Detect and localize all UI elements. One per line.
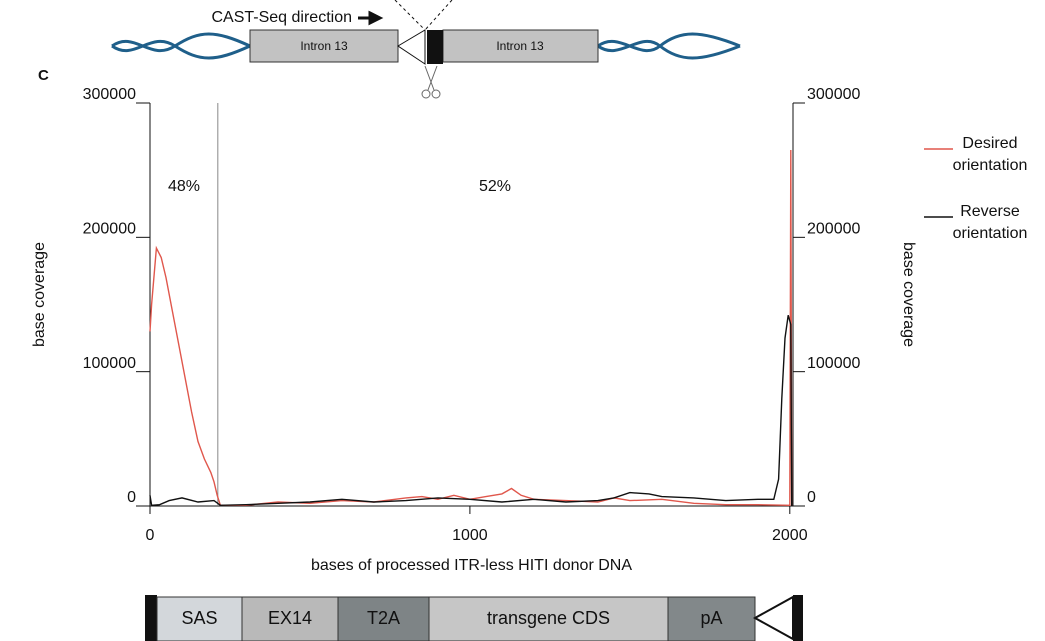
x-tick-label: 2000 (772, 527, 808, 544)
y-tick-label: 200000 (83, 221, 136, 238)
box-label: Intron 13 (496, 39, 544, 53)
legend-label: Desired orientation (952, 135, 1028, 174)
panel-label: C (38, 67, 49, 84)
y-tick-label: 0 (127, 489, 136, 506)
construct-segment (667, 596, 756, 641)
itr-triangle (752, 595, 794, 641)
intron-box (442, 29, 599, 63)
itr-triangle (397, 29, 426, 65)
bar-end (793, 595, 803, 641)
segment-label: EX14 (268, 608, 312, 628)
construct-bar: SAS EX14 T2A transgene CDS pA (156, 596, 756, 641)
x-tick-label: 1000 (452, 527, 488, 544)
x-tick-label: 0 (146, 527, 155, 544)
segment-label: pA (700, 608, 722, 628)
segment-label: SAS (181, 608, 217, 628)
segment-label: transgene CDS (487, 608, 610, 628)
legend-entry: Desired orientation (935, 133, 1045, 177)
x-axis-label: bases of processed ITR-less HITI donor D… (311, 557, 632, 574)
legend-entry: Reverse orientation (935, 201, 1045, 245)
y2-tick-label: 0 (807, 489, 816, 506)
y2-tick-label: 100000 (807, 355, 860, 372)
box-label: Intron 13 (300, 39, 348, 53)
intron-box (249, 29, 399, 63)
line-series (149, 315, 793, 507)
annotation: 48% (168, 178, 200, 195)
y2-axis-label: base coverage (900, 242, 917, 347)
direction-arrow (358, 10, 384, 26)
exon-block (427, 30, 443, 64)
construct-segment (156, 596, 243, 641)
dna-helix (111, 32, 251, 60)
y2-tick-label: 200000 (807, 221, 860, 238)
bar-end (145, 595, 157, 641)
construct-segment (428, 596, 669, 641)
construct-segment (241, 596, 339, 641)
y-axis-label: base coverage (31, 242, 48, 347)
scissors (421, 65, 441, 99)
y-tick-label: 100000 (83, 355, 136, 372)
legend-label: Reverse orientation (952, 203, 1028, 242)
dashed-lines (394, 0, 453, 31)
y2-tick-label: 300000 (807, 86, 860, 103)
direction-label: CAST-Seq direction (211, 9, 352, 26)
annotation: 52% (479, 178, 511, 195)
dna-helix (597, 32, 741, 60)
segment-label: T2A (367, 608, 400, 628)
y-tick-label: 300000 (83, 86, 136, 103)
line-series (149, 149, 793, 507)
